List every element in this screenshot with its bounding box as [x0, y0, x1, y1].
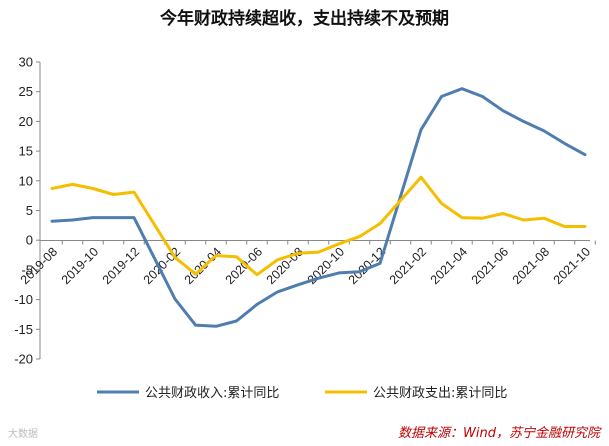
series-line-revenue [50, 87, 587, 328]
x-tick-label: 2019-12 [100, 245, 142, 287]
y-tick-label: 15 [19, 144, 33, 159]
chart-title: 今年财政持续超收，支出持续不及预期 [160, 8, 449, 29]
x-tick-label: 2020-12 [346, 245, 388, 287]
legend: 公共财政收入:累计同比 公共财政支出:累计同比 [97, 386, 507, 401]
y-tick-label: -5 [21, 262, 33, 277]
watermark-text: 大数据 [8, 427, 38, 440]
x-tick-label: 2021-06 [469, 245, 511, 287]
legend-label-revenue: 公共财政收入:累计同比 [145, 386, 279, 401]
x-tick-label: 2021-10 [551, 245, 593, 287]
series-layer [50, 87, 587, 328]
x-axis: 2019-082019-102019-122020-022020-042020-… [18, 240, 596, 287]
x-tick-label: 2021-04 [428, 245, 470, 287]
legend-label-expenditure: 公共财政支出:累计同比 [373, 386, 507, 401]
y-axis: 30 25 20 15 10 5 0 -5 -10 -15 -20 [14, 55, 41, 367]
y-tick-label: 10 [19, 173, 33, 188]
y-tick-label: 5 [26, 203, 33, 218]
x-tick-label: 2020-06 [223, 245, 265, 287]
x-tick-label: 2019-10 [59, 245, 101, 287]
y-tick-label: 20 [19, 114, 33, 129]
series-line-expenditure [50, 175, 587, 277]
y-tick-label: 25 [19, 84, 33, 99]
y-tick-label: -10 [14, 292, 33, 307]
y-tick-label: 0 [26, 233, 33, 248]
y-tick-label: -15 [14, 322, 33, 337]
x-tick-label: 2021-02 [387, 245, 429, 287]
x-tick-label: 2020-02 [141, 245, 183, 287]
source-note: 数据来源：Wind，苏宁金融研究院 [398, 425, 602, 441]
y-tick-label: 30 [19, 55, 33, 70]
x-tick-label: 2021-08 [510, 245, 552, 287]
y-tick-label: -20 [14, 352, 33, 367]
